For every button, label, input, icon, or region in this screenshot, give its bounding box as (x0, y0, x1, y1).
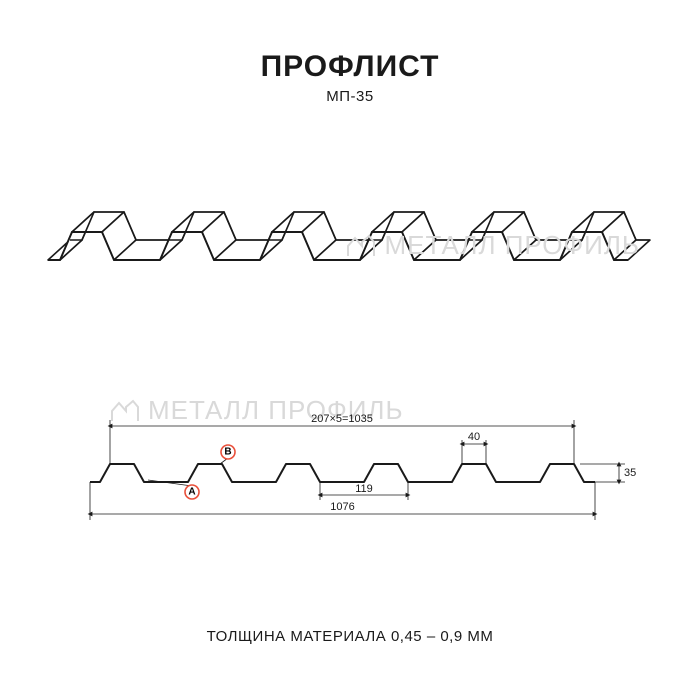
svg-text:40: 40 (468, 431, 480, 443)
svg-text:207×5=1035: 207×5=1035 (311, 413, 373, 425)
svg-text:1076: 1076 (330, 501, 354, 513)
thickness-note: ТОЛЩИНА МАТЕРИАЛА 0,45 – 0,9 ММ (0, 628, 700, 645)
svg-text:35: 35 (624, 467, 636, 479)
page-subtitle: МП-35 (0, 88, 700, 105)
profile-3d-drawing (40, 175, 660, 265)
svg-text:B: B (224, 447, 231, 458)
svg-text:119: 119 (355, 483, 373, 495)
profile-section-drawing: 207×5=1035 1076 40 119 35 A B (60, 390, 640, 540)
svg-text:A: A (188, 487, 195, 498)
page-title: ПРОФЛИСТ (0, 50, 700, 84)
header: ПРОФЛИСТ МП-35 (0, 0, 700, 105)
